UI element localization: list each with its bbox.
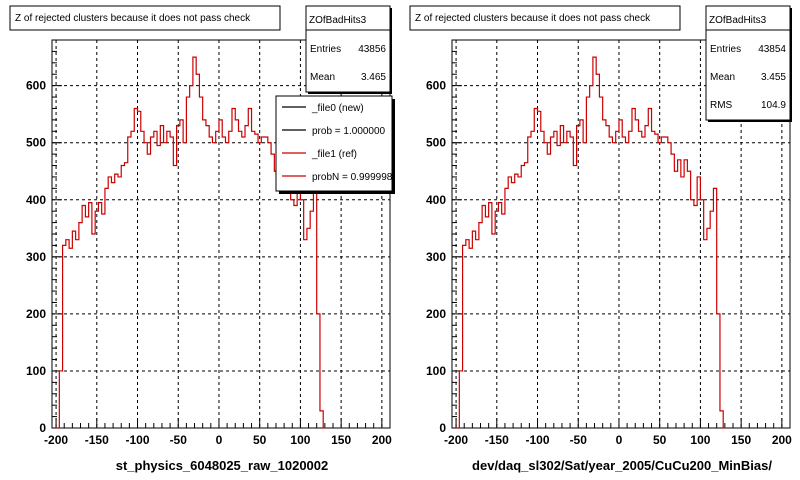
y-tick-label: 300 bbox=[426, 250, 446, 264]
series-line bbox=[456, 56, 727, 429]
legend-frame bbox=[275, 95, 393, 192]
chart-title: Z of rejected clusters because it does n… bbox=[15, 13, 251, 24]
stats-value: 43856 bbox=[358, 44, 386, 55]
x-tick-label: 0 bbox=[216, 433, 223, 447]
x-tick-label: 200 bbox=[772, 433, 792, 447]
stats-value: 104.9 bbox=[761, 100, 786, 111]
y-tick-label: 0 bbox=[39, 421, 46, 435]
stats-label: Entries bbox=[710, 44, 741, 55]
y-tick-label: 200 bbox=[26, 307, 46, 321]
x-tick-label: 150 bbox=[731, 433, 751, 447]
x-tick-label: 100 bbox=[290, 433, 310, 447]
x-tick-label: 50 bbox=[253, 433, 267, 447]
stats-label: Entries bbox=[310, 44, 341, 55]
y-tick-label: 300 bbox=[26, 250, 46, 264]
legend-entry: _file1 (ref) bbox=[311, 149, 357, 160]
stats-name: ZOfBadHits3 bbox=[709, 15, 767, 26]
stats-value: 3.455 bbox=[761, 72, 786, 83]
stats-box-frame bbox=[705, 5, 791, 121]
stats-label: RMS bbox=[710, 100, 733, 111]
y-tick-label: 600 bbox=[26, 79, 46, 93]
x-axis-label: st_physics_6048025_raw_1020002 bbox=[116, 458, 329, 473]
legend: _file0 (new) prob = 1.000000 _file1 (ref) p… bbox=[275, 95, 395, 194]
legend-entry: prob = 1.000000 bbox=[312, 126, 386, 137]
legend-entries: _file0 (new) prob = 1.000000 _file1 (ref) p… bbox=[282, 103, 393, 183]
histogram-panel-2: -200 -150 -100 -50 0 50 100 150 200 0 100 200 300 400… bbox=[409, 5, 792, 473]
x-tick-label: -100 bbox=[526, 433, 550, 447]
y-tick-label: 600 bbox=[426, 79, 446, 93]
stats-label: Mean bbox=[710, 72, 735, 83]
y-tick-label: 400 bbox=[426, 193, 446, 207]
stats-value: 43854 bbox=[758, 44, 786, 55]
x-tick-label: -50 bbox=[570, 433, 588, 447]
histogram-panel-1: -200 -150 -100 -50 0 50 100 150 200 0 100 200 300 400… bbox=[9, 5, 395, 473]
x-tick-label: 200 bbox=[372, 433, 392, 447]
title-box bbox=[9, 5, 281, 31]
x-tick-label: -200 bbox=[444, 433, 468, 447]
y-tick-label: 100 bbox=[426, 364, 446, 378]
stats-box-frame bbox=[305, 5, 391, 93]
y-tick-label: 400 bbox=[26, 193, 46, 207]
x-tick-label: -200 bbox=[44, 433, 68, 447]
y-tick-label: 500 bbox=[26, 136, 46, 150]
x-tick-label: 50 bbox=[653, 433, 667, 447]
y-tick-label: 500 bbox=[426, 136, 446, 150]
y-tick-label: 200 bbox=[426, 307, 446, 321]
x-tick-label: 0 bbox=[616, 433, 623, 447]
stats-name: ZOfBadHits3 bbox=[309, 15, 367, 26]
x-tick-label: -150 bbox=[85, 433, 109, 447]
x-tick-label: -150 bbox=[485, 433, 509, 447]
title-box bbox=[409, 5, 681, 31]
y-tick-label: 100 bbox=[26, 364, 46, 378]
stats-box: ZOfBadHits3 Entries 43854 Mean 3.455 RMS 104.9 bbox=[705, 5, 792, 122]
stats-box: ZOfBadHits3 Entries 43856 Mean 3.465 bbox=[305, 5, 392, 94]
x-tick-label: 150 bbox=[331, 433, 351, 447]
x-tick-label: 100 bbox=[690, 433, 710, 447]
x-tick-label: -100 bbox=[126, 433, 150, 447]
y-tick-label: 0 bbox=[439, 421, 446, 435]
x-axis-label: dev/daq_sl302/Sat/year_2005/CuCu200_MinB… bbox=[472, 458, 772, 473]
legend-entry: probN = 0.999998 bbox=[312, 172, 393, 183]
x-tick-label: -50 bbox=[170, 433, 188, 447]
stats-value: 3.465 bbox=[361, 72, 386, 83]
chart-title: Z of rejected clusters because it does n… bbox=[415, 13, 651, 24]
stats-label: Mean bbox=[310, 72, 335, 83]
legend-entry: _file0 (new) bbox=[311, 103, 364, 114]
